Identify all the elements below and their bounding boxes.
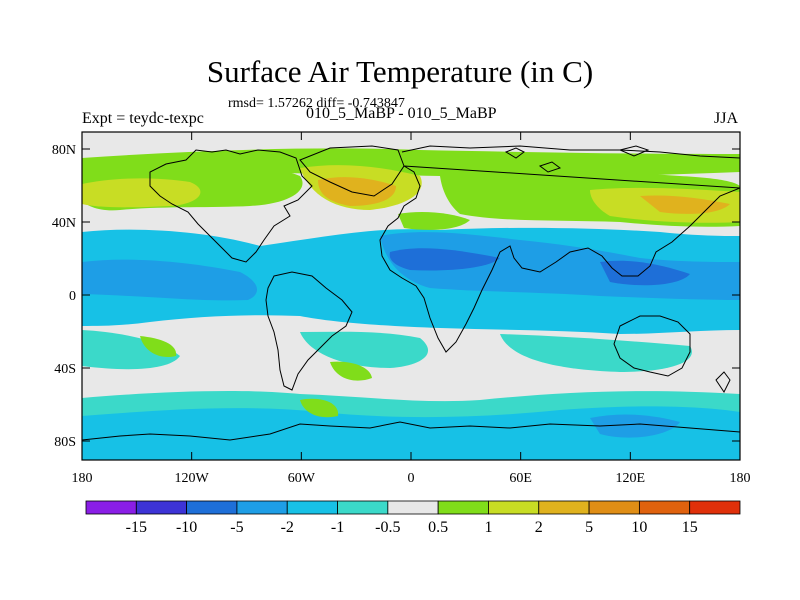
colorbar-label: -1 xyxy=(331,519,344,536)
lon-tick-label: 60W xyxy=(288,471,316,486)
north-america-warm-core xyxy=(82,178,201,208)
colorbar-swatch xyxy=(337,500,389,515)
north-atlantic-warm-core xyxy=(318,177,396,206)
mediterranean-warm xyxy=(398,212,470,230)
map-title: Surface Air Temperature (in C) xyxy=(206,54,594,89)
colorbar-swatch xyxy=(135,500,188,515)
antarctic-cool xyxy=(82,406,740,460)
colorbar-swatch xyxy=(638,500,691,515)
lon-tick-label: 60E xyxy=(509,471,532,486)
australia-coast xyxy=(613,315,691,377)
run-label: 010_5_MaBP - 010_5_MaBP xyxy=(306,105,497,122)
lat-tick-label: 80N xyxy=(52,143,76,158)
season-label: JJA xyxy=(714,110,739,127)
stats-line: rmsd= 1.57262 diff= -0.743847 xyxy=(228,96,405,111)
south-atlantic-warm xyxy=(330,361,372,381)
lon-tick-label: 180 xyxy=(730,471,751,486)
asia-deep-cool xyxy=(600,260,690,286)
pacific-cool-core xyxy=(82,259,258,301)
colorbar-swatch xyxy=(85,500,137,515)
colorbar-swatch xyxy=(689,500,741,515)
longitude-axis: 180 120W 60W 0 60E 120E 180 xyxy=(72,132,751,486)
greenland-coast xyxy=(299,145,405,197)
colorbar-label: -5 xyxy=(230,519,243,536)
antarctic-cool-core xyxy=(590,414,680,438)
africa-deep-cool xyxy=(389,248,500,271)
colorbar-swatch xyxy=(437,500,489,515)
south-america-coast xyxy=(265,271,353,391)
arctic-warm xyxy=(82,148,740,177)
lat-tick-label: 0 xyxy=(69,289,76,304)
colorbar-label: 15 xyxy=(682,519,698,536)
colorbar: -15 -10 -5 -2 -1 -0.5 0.5 1 2 5 10 15 xyxy=(85,500,741,536)
latitude-axis: 80N 40N 0 40S 80S xyxy=(52,143,740,450)
colorbar-swatch xyxy=(186,500,238,515)
patagonia-warm xyxy=(300,398,339,418)
lat-tick-label: 40N xyxy=(52,216,76,231)
south-pacific-cool xyxy=(82,330,180,370)
lon-tick-label: 0 xyxy=(408,471,415,486)
north-america-coast xyxy=(149,149,313,263)
arctic-islands-coast xyxy=(504,145,650,173)
colorbar-swatch xyxy=(387,500,439,515)
new-zealand-coast xyxy=(715,371,731,393)
colorbar-swatch xyxy=(236,500,288,515)
colorbar-label: -15 xyxy=(126,519,147,536)
antarctica-coast xyxy=(82,421,740,441)
experiment-label: Expt = teydc-texpc xyxy=(82,110,204,127)
eurasia-africa-coast xyxy=(379,145,740,353)
colorbar-label: -10 xyxy=(176,519,197,536)
south-atlantic-cool xyxy=(300,331,429,368)
lat-tick-label: 80S xyxy=(54,435,76,450)
colorbar-swatch xyxy=(488,500,540,515)
colorbar-label: 10 xyxy=(631,519,647,536)
colorbar-swatch xyxy=(588,500,640,515)
colorbar-label: 0.5 xyxy=(428,519,448,536)
lon-tick-label: 120W xyxy=(175,471,210,486)
lon-tick-label: 180 xyxy=(72,471,93,486)
colorbar-label: 5 xyxy=(585,519,593,536)
colorbar-label: -0.5 xyxy=(375,519,400,536)
colorbar-swatch xyxy=(538,500,590,515)
colorbar-swatch xyxy=(286,500,338,515)
lon-tick-label: 120E xyxy=(616,471,646,486)
colorbar-label: 1 xyxy=(484,519,492,536)
coastlines xyxy=(82,145,740,441)
south-pacific-warm xyxy=(140,336,177,358)
colorbar-label: 2 xyxy=(535,519,543,536)
lat-tick-label: 40S xyxy=(54,362,76,377)
map-field xyxy=(82,132,740,460)
asia-warm-core xyxy=(640,195,730,214)
colorbar-label: -2 xyxy=(281,519,294,536)
indian-ocean-cool xyxy=(500,334,692,372)
